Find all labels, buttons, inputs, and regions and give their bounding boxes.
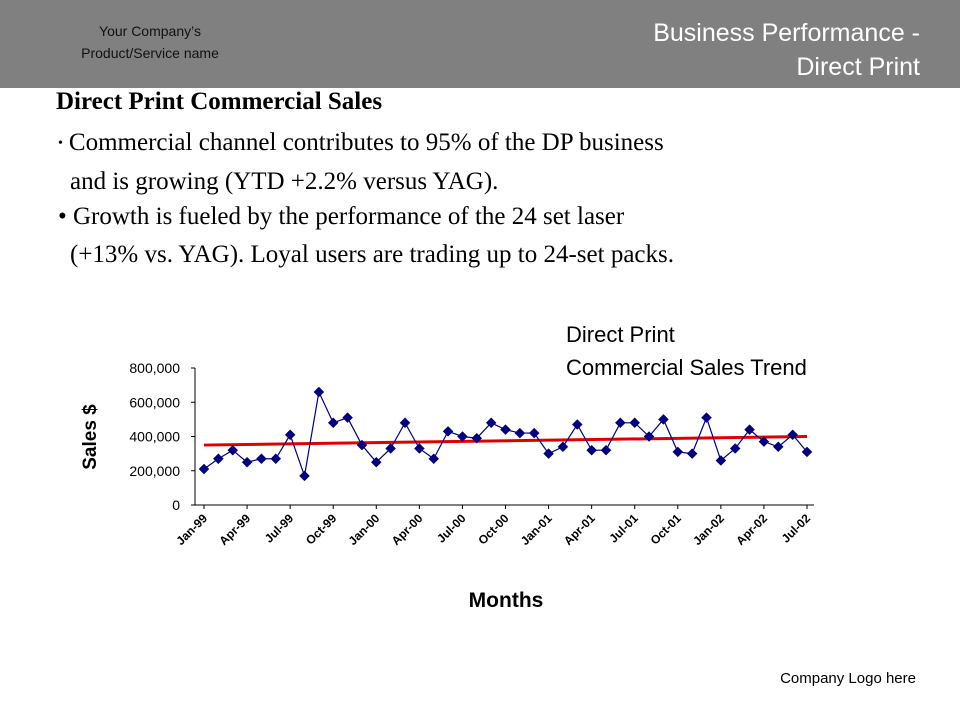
x-tick-label: Apr-01 bbox=[561, 511, 598, 548]
data-point bbox=[557, 441, 569, 453]
bullet-growth-line1: • Growth is fueled by the performance of… bbox=[58, 203, 625, 230]
data-point bbox=[758, 436, 770, 447]
company-logo-placeholder: Company Logo here bbox=[780, 670, 916, 687]
x-tick-label: Oct-00 bbox=[475, 511, 512, 548]
data-point bbox=[772, 441, 784, 453]
company-name: Your Company’s Product/Service name bbox=[40, 20, 260, 64]
data-point bbox=[658, 414, 669, 425]
data-point bbox=[686, 448, 698, 459]
data-point bbox=[701, 412, 712, 424]
data-point bbox=[270, 453, 282, 465]
data-point bbox=[227, 444, 239, 456]
data-point bbox=[414, 443, 425, 454]
x-tick-label: Apr-02 bbox=[733, 511, 770, 548]
data-point bbox=[442, 426, 454, 437]
data-point bbox=[586, 444, 597, 456]
x-tick-label: Jan-99 bbox=[173, 511, 210, 548]
y-tick-label: 600,000 bbox=[129, 394, 180, 410]
data-point bbox=[629, 417, 641, 429]
header-bar: Your Company’s Product/Service name Busi… bbox=[0, 0, 960, 88]
chart-title-line2: Commercial Sales Trend bbox=[566, 355, 807, 380]
data-point bbox=[313, 386, 325, 398]
data-point bbox=[370, 456, 382, 468]
data-point bbox=[399, 417, 411, 429]
data-point bbox=[543, 448, 554, 459]
data-point bbox=[643, 431, 655, 442]
y-tick-label: 0 bbox=[172, 497, 180, 513]
company-name-line1: Your Company’s bbox=[99, 23, 201, 39]
company-name-line2: Product/Service name bbox=[81, 45, 219, 61]
x-tick-label: Jan-01 bbox=[518, 511, 555, 548]
x-tick-label: Jan-00 bbox=[346, 511, 383, 548]
bullet-growth: • Growth is fueled by the performance of… bbox=[58, 198, 674, 274]
data-point bbox=[571, 419, 583, 430]
x-tick-label: Oct-01 bbox=[648, 511, 685, 548]
data-point bbox=[213, 453, 224, 465]
data-point bbox=[241, 456, 253, 468]
bullet-commercial: • Commercial channel contributes to 95% o… bbox=[58, 124, 664, 201]
data-point bbox=[457, 431, 468, 442]
x-tick-label: Oct-99 bbox=[303, 511, 340, 548]
y-tick-label: 200,000 bbox=[129, 463, 180, 479]
data-point bbox=[600, 444, 612, 456]
data-point bbox=[787, 429, 798, 441]
bullet-commercial-line1: Commercial channel contributes to 95% of… bbox=[68, 129, 664, 156]
data-point bbox=[385, 443, 396, 454]
x-tick-label: Jul-01 bbox=[606, 511, 641, 546]
x-tick-label: Jul-02 bbox=[779, 511, 814, 546]
x-tick-label: Jul-00 bbox=[434, 511, 469, 546]
slide-title-line2: Direct Print bbox=[796, 53, 920, 81]
x-tick-label: Jan-02 bbox=[690, 511, 727, 548]
data-point bbox=[615, 417, 626, 429]
slide-title-line1: Business Performance - bbox=[653, 19, 920, 47]
data-point bbox=[485, 417, 497, 429]
x-tick-label: Apr-00 bbox=[389, 511, 426, 548]
data-point bbox=[715, 455, 727, 466]
section-heading: Direct Print Commercial Sales bbox=[56, 88, 383, 115]
x-tick-label: Apr-99 bbox=[216, 511, 253, 548]
data-point bbox=[356, 439, 368, 451]
data-point bbox=[256, 453, 267, 465]
y-tick-label: 400,000 bbox=[129, 429, 180, 445]
data-point bbox=[327, 417, 339, 429]
data-point bbox=[801, 446, 813, 458]
data-point bbox=[672, 446, 684, 458]
bullet-commercial-line2: and is growing (YTD +2.2% versus YAG). bbox=[70, 168, 499, 196]
data-point bbox=[284, 429, 296, 441]
y-axis-title: Sales $ bbox=[80, 404, 101, 470]
x-tick-label: Jul-99 bbox=[262, 511, 297, 546]
trend-line bbox=[203, 435, 808, 447]
y-tick-label: 800,000 bbox=[129, 360, 180, 376]
chart-title: Direct Print Commercial Sales Trend bbox=[566, 318, 807, 384]
bullet-dot: • bbox=[58, 136, 63, 152]
slide-title: Business Performance - Direct Print bbox=[653, 16, 920, 84]
data-point bbox=[198, 463, 210, 475]
data-point bbox=[471, 432, 483, 444]
data-point bbox=[500, 424, 511, 436]
x-axis-title: Months bbox=[469, 589, 544, 612]
data-point bbox=[514, 427, 526, 439]
data-point bbox=[299, 470, 310, 482]
data-point bbox=[729, 443, 741, 454]
data-point bbox=[744, 424, 755, 436]
chart-title-line1: Direct Print bbox=[566, 322, 675, 347]
data-point bbox=[528, 427, 540, 439]
bullet-growth-line2: (+13% vs. YAG). Loyal users are trading … bbox=[70, 241, 675, 268]
data-point bbox=[428, 453, 440, 465]
data-point bbox=[342, 412, 353, 424]
